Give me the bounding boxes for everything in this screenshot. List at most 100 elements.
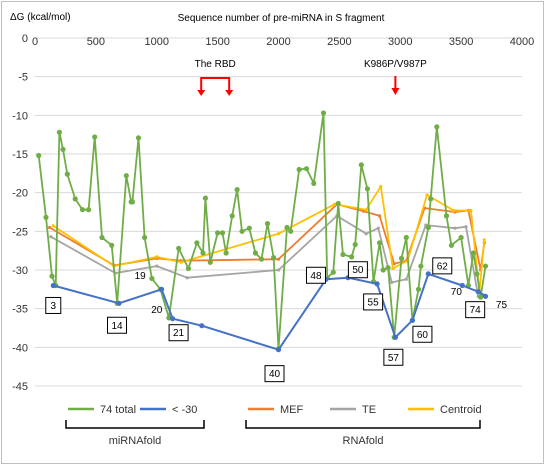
arrow-head-icon xyxy=(391,88,400,95)
group-bracket xyxy=(245,420,481,429)
data-point xyxy=(50,282,56,289)
point-label-19: 19 xyxy=(135,271,147,282)
legend-label: < -30 xyxy=(172,404,197,416)
label-text: 20 xyxy=(151,305,163,316)
y-tick-label: -45 xyxy=(12,381,28,393)
data-point xyxy=(376,226,380,230)
point-label-48: 48 xyxy=(305,266,326,284)
point-label-3: 3 xyxy=(45,296,62,314)
data-point xyxy=(425,193,429,197)
data-point xyxy=(123,173,129,179)
point-label-55: 55 xyxy=(363,293,384,311)
data-point xyxy=(453,226,457,230)
data-point xyxy=(434,124,440,130)
bracket-arrow-shaft xyxy=(200,77,231,92)
data-point xyxy=(219,230,226,236)
data-point xyxy=(60,146,66,152)
data-point xyxy=(109,242,115,248)
data-point xyxy=(403,234,409,241)
x-tick-label: 3000 xyxy=(388,36,412,48)
label-text: 62 xyxy=(437,261,449,272)
data-point xyxy=(275,347,282,353)
label-text: 14 xyxy=(111,321,123,332)
data-point xyxy=(482,238,486,242)
label-text: 50 xyxy=(352,265,364,276)
data-point xyxy=(79,207,86,213)
data-point xyxy=(185,265,191,272)
data-point xyxy=(377,240,383,246)
label-text: 55 xyxy=(368,297,380,308)
data-point xyxy=(51,224,55,228)
legend-item-74-total: 74 total xyxy=(68,404,136,416)
annotation-k986p-v987p: K986P/V987P xyxy=(364,59,427,95)
data-point xyxy=(179,260,183,264)
legend: 74 total < -30 MEF TE Centroid miRNAfold RNAfo… xyxy=(65,404,482,447)
legend-label: Centroid xyxy=(440,404,482,416)
data-point xyxy=(288,228,294,234)
data-point xyxy=(332,202,337,206)
legend-item-centroid: Centroid xyxy=(408,404,482,416)
data-point xyxy=(271,255,277,261)
x-tick-label: 4000 xyxy=(510,36,534,48)
y-tick-label: -10 xyxy=(12,110,28,122)
data-point xyxy=(379,184,383,189)
data-point xyxy=(428,196,434,202)
data-point xyxy=(199,323,205,329)
data-point xyxy=(276,268,281,272)
data-point xyxy=(364,232,368,236)
data-point xyxy=(458,234,464,241)
data-point xyxy=(392,334,398,340)
label-box xyxy=(305,266,326,284)
data-point xyxy=(478,294,484,300)
data-point xyxy=(415,286,422,292)
data-point xyxy=(276,257,281,261)
data-point xyxy=(340,251,346,258)
data-point xyxy=(252,250,258,256)
data-point xyxy=(207,259,213,265)
label-box xyxy=(264,365,285,383)
y-tick-label: -35 xyxy=(12,304,28,316)
label-box xyxy=(45,296,62,314)
label-text: 48 xyxy=(310,271,322,282)
data-point xyxy=(303,166,310,172)
data-point xyxy=(202,195,208,201)
data-point xyxy=(475,289,481,295)
y-axis-label: ΔG (kcal/mol) xyxy=(10,12,71,23)
data-point xyxy=(330,269,336,275)
label-box xyxy=(363,293,384,311)
legend-label: MEF xyxy=(280,404,304,416)
y-tick-label: -5 xyxy=(18,72,28,84)
y-tick-label: -25 xyxy=(12,226,28,238)
data-point xyxy=(92,134,98,140)
point-label-21: 21 xyxy=(168,324,189,342)
point-label-70: 70 xyxy=(451,287,463,298)
legend-label: 74 total xyxy=(100,404,136,416)
data-point xyxy=(276,232,281,236)
data-point xyxy=(404,277,408,281)
data-point xyxy=(358,162,364,168)
data-point xyxy=(392,262,396,266)
data-point xyxy=(469,208,473,213)
y-tick-label: -20 xyxy=(12,188,28,200)
data-point xyxy=(64,171,70,177)
data-point xyxy=(36,152,42,159)
label-box xyxy=(383,348,404,366)
data-point xyxy=(335,200,341,207)
data-point xyxy=(194,240,200,246)
data-point xyxy=(149,275,155,282)
point-label-40: 40 xyxy=(264,365,285,383)
data-point xyxy=(246,225,252,231)
data-point xyxy=(185,276,189,280)
data-point xyxy=(116,300,122,306)
data-point xyxy=(56,129,63,135)
legend-label: TE xyxy=(362,404,376,416)
data-point xyxy=(385,265,391,271)
y-tick-label: 0 xyxy=(22,33,28,45)
data-point xyxy=(474,271,480,277)
data-point xyxy=(391,266,395,271)
data-point xyxy=(223,250,229,256)
label-box xyxy=(107,316,128,334)
data-point xyxy=(170,316,176,322)
label-box xyxy=(412,325,433,343)
legend-item-30: < -30 xyxy=(140,404,197,416)
